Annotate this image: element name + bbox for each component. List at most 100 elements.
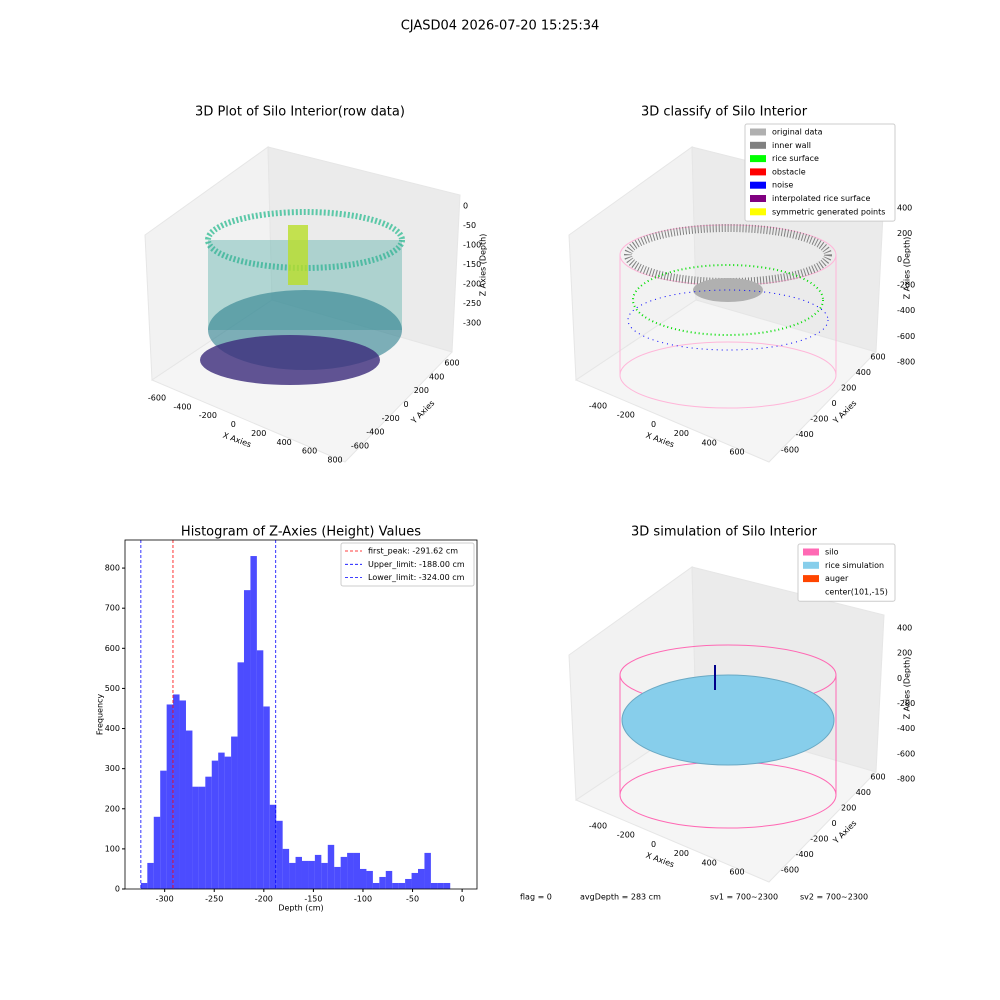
legend-label: obstacle <box>772 167 806 176</box>
bar <box>289 862 296 889</box>
legend-label: interpolated rice surface <box>772 194 870 203</box>
bar <box>347 852 354 889</box>
bar <box>276 820 283 889</box>
bar <box>269 804 277 889</box>
bar <box>231 736 238 889</box>
y-tick-label: 200 <box>841 804 856 813</box>
x-tick-label: 200 <box>674 849 689 858</box>
z-tick-label: 0 <box>897 255 902 264</box>
legend-swatch <box>803 575 819 583</box>
y-tick-label: -400 <box>796 850 814 859</box>
subplot-title: 3D Plot of Silo Interior(row data) <box>195 105 405 120</box>
bar <box>295 856 302 889</box>
z-tick-label: -200 <box>897 281 915 290</box>
bar <box>405 878 412 889</box>
y-tick-label: 800 <box>105 564 120 573</box>
x-tick-label: -400 <box>589 822 607 831</box>
x-tick-label: 400 <box>702 858 717 867</box>
z-tick-label: -600 <box>897 332 915 341</box>
x-tick-label: 600 <box>729 868 744 877</box>
y-tick-label: 400 <box>105 724 120 733</box>
x-tick-label: 600 <box>729 448 744 457</box>
axes-frame <box>124 539 478 890</box>
silo-cloud-1 <box>200 209 405 385</box>
x-tick-label: -200 <box>617 411 635 420</box>
bar <box>263 706 270 889</box>
bar <box>153 816 161 889</box>
bar <box>379 876 386 889</box>
subplot-title: 3D simulation of Silo Interior <box>631 525 818 540</box>
x-tick-label: -400 <box>173 402 191 411</box>
x-axis-label: X Axies <box>222 431 253 450</box>
legend-box <box>797 543 896 602</box>
legend-swatch <box>750 155 766 163</box>
x-tick-label: 400 <box>277 438 292 447</box>
legend-label: center(101,-15) <box>825 587 888 596</box>
legend-label: rice surface <box>772 154 819 163</box>
z-axis-label: Z Axies (Depth) <box>479 234 488 297</box>
y-tick-label: 200 <box>105 804 120 813</box>
x-tick-label: 0 <box>460 895 465 904</box>
y-tick-label: 0 <box>831 399 836 408</box>
y-tick-label: -600 <box>351 442 369 451</box>
bar <box>224 756 232 889</box>
bar <box>237 662 244 889</box>
legend-swatch <box>803 561 819 569</box>
x-tick-label: 200 <box>674 429 689 438</box>
bar <box>443 882 451 889</box>
y-tick-label: 700 <box>105 604 120 613</box>
y-tick-label: -200 <box>810 415 828 424</box>
y-tick-label: -400 <box>796 430 814 439</box>
legend-swatch <box>750 128 766 136</box>
z-tick-label: -200 <box>897 699 915 708</box>
x-tick-label: -200 <box>617 831 635 840</box>
x-tick-label: 600 <box>302 447 317 456</box>
bar <box>218 752 225 889</box>
z-tick-label: -400 <box>897 724 915 733</box>
figure-title: CJASD04 2026-07-20 15:25:34 <box>401 19 600 34</box>
y-axis-label: Frequency <box>96 694 105 736</box>
x-tick-label: -150 <box>304 895 322 904</box>
legend-label: symmetric generated points <box>772 207 885 216</box>
z-tick-label: -50 <box>463 221 476 230</box>
z-tick-label: 200 <box>897 649 912 658</box>
legend-label: rice simulation <box>825 561 884 570</box>
z-tick-label: -800 <box>897 358 915 367</box>
x-tick-label: 0 <box>651 420 656 429</box>
z-tick-label: -400 <box>897 306 915 315</box>
y-axis-label: Y Axies <box>409 399 437 427</box>
x-tick-label: 800 <box>327 456 342 465</box>
y-tick-label: 600 <box>870 353 885 362</box>
x-axis-label: X Axies <box>645 851 676 870</box>
legend-label: auger <box>825 574 849 583</box>
z-tick-label: -800 <box>897 775 915 784</box>
bar <box>321 862 328 889</box>
y-tick-label: 200 <box>841 384 856 393</box>
legend-swatch <box>803 548 819 556</box>
y-tick-label: 600 <box>444 359 459 368</box>
x-axis-label: X Axies <box>645 431 676 450</box>
legend-label: Upper_limit: -188.00 cm <box>368 560 465 569</box>
bar <box>179 700 186 889</box>
footer-text: sv1 = 700~2300 <box>710 893 778 902</box>
y-tick-label: -600 <box>781 446 799 455</box>
z-tick-label: 400 <box>897 204 912 213</box>
y-tick-label: 400 <box>856 788 871 797</box>
x-axis-label: Depth (cm) <box>278 904 323 913</box>
legend-swatch <box>750 195 766 202</box>
bar <box>185 730 193 889</box>
x-tick-label: 0 <box>651 840 656 849</box>
z-tick-label: -600 <box>897 749 915 758</box>
bar <box>282 848 290 889</box>
bar <box>205 776 212 889</box>
z-tick-label: -300 <box>463 319 481 328</box>
bar <box>334 866 341 889</box>
legend-label: original data <box>772 128 823 137</box>
z-tick-label: 400 <box>897 624 912 633</box>
x-tick-label: 0 <box>231 420 236 429</box>
bar <box>424 852 431 889</box>
legend-swatch <box>750 141 766 149</box>
legend-label: Lower_limit: -324.00 cm <box>368 573 465 582</box>
bar <box>372 882 380 889</box>
x-tick-label: -250 <box>205 895 223 904</box>
